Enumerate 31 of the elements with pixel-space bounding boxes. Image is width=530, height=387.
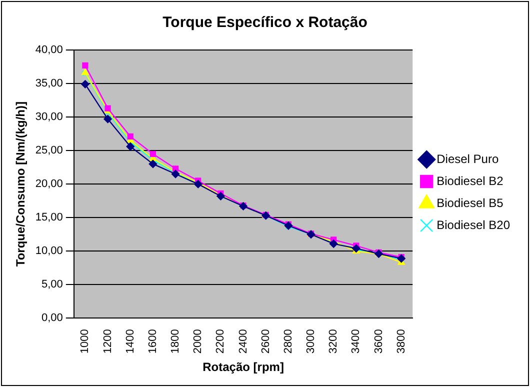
x-tick-label: 3000 (305, 329, 318, 354)
y-tick-label: 20,00 (35, 178, 63, 190)
legend-label: Biodiesel B20 (436, 218, 510, 232)
x-tick-label: 1200 (102, 329, 114, 354)
y-tick-label: 25,00 (35, 144, 63, 157)
y-tick-label: 30,00 (35, 111, 63, 124)
legend-label: Diesel Puro (436, 152, 499, 166)
x-tick-label: 1400 (124, 329, 136, 354)
y-tick-label: 40,00 (35, 44, 63, 56)
x-tick-label: 2600 (260, 329, 272, 354)
y-axis-title: Torque/Consumo [Nm/(kg/h)] (14, 102, 28, 267)
x-tick-label: 1000 (79, 329, 92, 354)
x-tick-label: 3200 (328, 329, 340, 354)
x-tick-label: 3600 (372, 329, 385, 354)
y-tick-label: 5,00 (42, 278, 63, 291)
x-tick-label: 2200 (214, 329, 227, 354)
legend-label: Biodiesel B5 (436, 196, 504, 210)
x-tick-label: 2000 (192, 329, 204, 354)
y-tick-label: 10,00 (35, 245, 63, 258)
x-tick-label: 1600 (146, 329, 159, 354)
x-tick-label: 2400 (237, 329, 250, 354)
chart-title: Torque Específico x Rotação (162, 14, 368, 32)
x-axis-title: Rotação [rpm] (202, 360, 284, 374)
x-tick-label: 3400 (350, 329, 362, 354)
x-tick-label: 1800 (170, 329, 182, 354)
legend-label: Biodiesel B2 (436, 174, 504, 188)
x-tick-label: 3800 (395, 329, 408, 354)
y-tick-label: 15,00 (35, 212, 63, 224)
x-tick-label: 2800 (282, 329, 294, 354)
y-tick-label: 0,00 (42, 312, 63, 324)
y-tick-label: 35,00 (35, 78, 63, 90)
